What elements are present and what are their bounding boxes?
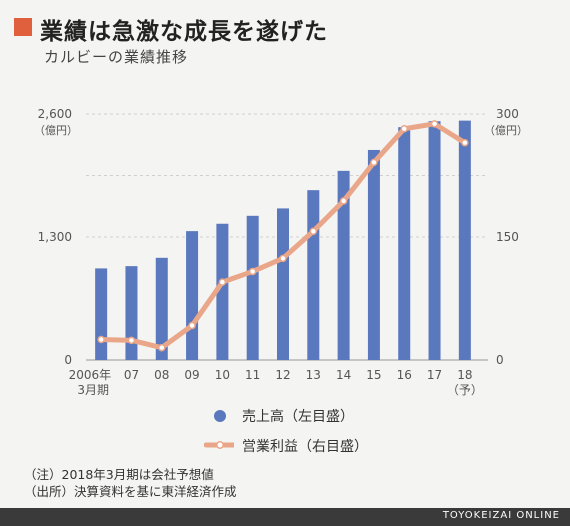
notes: （注）2018年3月期は会社予想値 （出所）決算資料を基に東洋経済作成 [24, 466, 237, 500]
x-axis-tick: 14 [336, 368, 351, 382]
left-axis-tick: 1,300 [38, 230, 72, 244]
legend-label-revenue: 売上高（左目盛） [242, 409, 354, 425]
left-axis-unit: （億円） [34, 124, 78, 137]
x-axis-tick: 07 [124, 368, 139, 382]
profit-point [400, 125, 408, 133]
profit-point [188, 321, 196, 330]
chart-subtitle: カルビーの業績推移 [44, 48, 189, 66]
x-axis-tick: 15 [366, 368, 381, 382]
profit-point [218, 278, 227, 286]
note-forecast: （注）2018年3月期は会社予想値 [24, 467, 214, 482]
profit-point [461, 138, 469, 147]
profit-point [339, 197, 348, 205]
footer-bar: TOYOKEIZAI ONLINE [0, 508, 570, 526]
x-axis-tick: 16 [397, 368, 412, 382]
profit-point [370, 158, 378, 167]
legend-label-profit: 営業利益（右目盛） [242, 439, 368, 455]
revenue-bar [125, 266, 138, 360]
revenue-bars [95, 120, 471, 361]
legend-bar-swatch-icon [214, 410, 226, 422]
right-axis-tick: 150 [496, 230, 519, 244]
revenue-bar [155, 257, 168, 360]
right-axis-tick: 0 [496, 353, 504, 367]
profit-point [430, 120, 439, 128]
revenue-bar [277, 208, 289, 360]
x-axis-tick: 18 [457, 368, 472, 382]
revenue-bar [307, 190, 320, 360]
profit-point [97, 335, 105, 344]
chart-title: 業績は急激な成長を遂げた [40, 19, 328, 45]
x-axis-sublabel: 3月期 [77, 383, 109, 397]
x-axis-tick: 09 [184, 368, 199, 382]
profit-point [158, 343, 166, 352]
revenue-bar [428, 121, 441, 361]
revenue-bar [246, 215, 259, 360]
profit-point [127, 336, 136, 345]
left-axis-tick: 2,600 [38, 107, 72, 121]
revenue-bar [216, 223, 229, 360]
x-axis-tick: 10 [215, 368, 230, 382]
x-axis-tick: 2006年 [69, 368, 112, 382]
revenue-bar [398, 127, 411, 360]
revenue-bar [367, 149, 380, 360]
revenue-bar [458, 120, 471, 360]
profit-point [248, 267, 257, 276]
title-marker [14, 18, 32, 36]
x-axis-tick: 08 [154, 368, 169, 382]
x-axis-tick: 11 [245, 368, 260, 382]
x-axis-sublabel: （予） [447, 383, 483, 397]
footer-brand: TOYOKEIZAI ONLINE [442, 510, 560, 521]
revenue-bar [337, 170, 350, 360]
note-source: （出所）決算資料を基に東洋経済作成 [24, 484, 237, 499]
revenue-bar [95, 268, 108, 360]
x-axis-tick: 12 [275, 368, 290, 382]
profit-point [309, 227, 318, 236]
right-axis-unit: （億円） [484, 124, 528, 137]
x-axis-tick: 17 [427, 368, 442, 382]
legend-line-swatch-icon [204, 441, 234, 449]
profit-line-series [97, 120, 469, 352]
revenue-bar [186, 231, 199, 360]
profit-point [279, 254, 287, 263]
left-axis-tick: 0 [64, 353, 72, 367]
x-axis-tick: 13 [306, 368, 321, 382]
right-axis-tick: 300 [496, 107, 519, 121]
